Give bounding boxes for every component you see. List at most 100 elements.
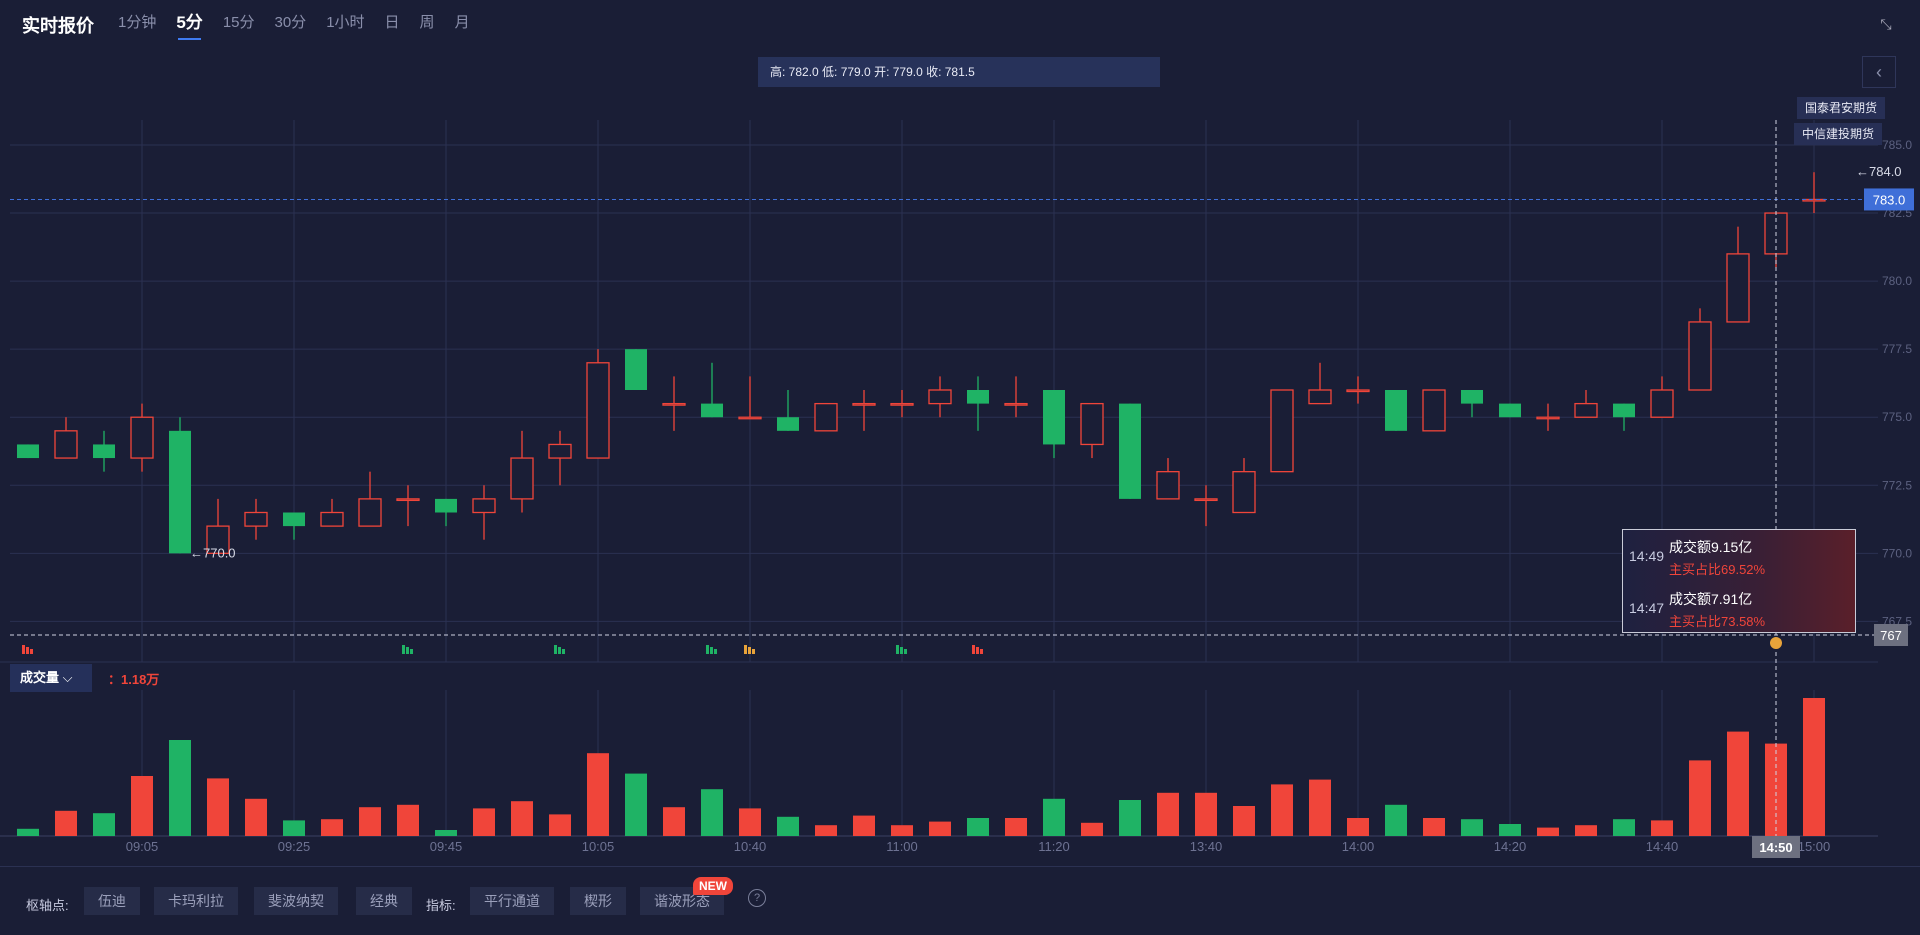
pivot-classic-button[interactable]: 经典 <box>356 887 412 915</box>
candle-body <box>548 443 572 459</box>
volume-bar <box>929 821 951 836</box>
pivot-fibonacci-button[interactable]: 斐波纳契 <box>254 887 338 915</box>
volume-bar <box>1119 800 1141 836</box>
volume-bar <box>283 820 305 836</box>
candle-body <box>1536 416 1560 420</box>
signal-marker-icon <box>410 649 413 654</box>
candle-body <box>928 389 952 405</box>
candle-body <box>169 430 191 554</box>
volume-bar <box>1195 792 1217 836</box>
candle-body <box>777 417 799 431</box>
candle-body <box>701 403 723 418</box>
bottom-toolbar: 枢轴点: 伍迪 卡玛利拉 斐波纳契 经典 指标: 平行通道 楔形 谐波形态 NE… <box>0 866 1920 935</box>
candle-body <box>1650 389 1674 418</box>
candle-body <box>1574 402 1598 418</box>
tab-period[interactable]: 1分钟 <box>118 14 157 31</box>
x-tick-label: 09:45 <box>430 839 463 854</box>
candle-body <box>967 390 989 404</box>
signal-marker-icon <box>744 645 747 654</box>
volume-bar <box>207 778 229 836</box>
volume-bar <box>815 825 837 836</box>
pivot-camarilla-button[interactable]: 卡玛利拉 <box>154 887 238 915</box>
tab-period[interactable]: 1小时 <box>326 14 365 31</box>
volume-bar <box>1537 827 1559 836</box>
candle-body <box>472 498 496 514</box>
volume-bar <box>1461 819 1483 836</box>
signal-marker-icon <box>976 647 979 654</box>
chevron-down-icon: ⌵ <box>62 670 73 685</box>
volume-bar <box>93 813 115 836</box>
broker-tag-guotai[interactable]: 国泰君安期货 <box>1797 97 1886 119</box>
tooltip-time: 14:49 <box>1629 548 1665 564</box>
volume-bar <box>1727 731 1749 836</box>
candle-body <box>852 402 876 406</box>
tab-period[interactable]: 30分 <box>274 14 307 31</box>
candle-body <box>1613 403 1635 418</box>
volume-bar <box>131 776 153 836</box>
y-tick-label: 777.5 <box>1882 342 1912 356</box>
signal-marker-icon <box>714 649 717 654</box>
volume-bar <box>473 808 495 836</box>
tooltip-buy-ratio: 主买占比73.58% <box>1669 614 1766 629</box>
tab-period[interactable]: 5分 <box>176 13 203 40</box>
chevron-left-icon[interactable]: ‹ <box>1862 56 1896 88</box>
crosshair-time-badge <box>1752 836 1800 858</box>
signal-marker-icon <box>26 647 29 654</box>
x-tick-label: 13:40 <box>1190 839 1223 854</box>
candle-body <box>1726 253 1750 323</box>
candle-body <box>435 498 457 513</box>
signal-marker-icon <box>554 645 557 654</box>
candle-body <box>358 498 382 527</box>
candle-body <box>1270 389 1294 473</box>
signal-marker-icon <box>710 647 713 654</box>
tab-period[interactable]: 15分 <box>222 14 255 31</box>
wedge-button[interactable]: 楔形 <box>570 887 626 915</box>
volume-bar <box>359 807 381 836</box>
signal-marker-icon <box>972 645 975 654</box>
volume-bar <box>549 814 571 836</box>
parallel-channel-button[interactable]: 平行通道 <box>470 887 554 915</box>
pivot-label: 枢轴点: <box>26 898 69 913</box>
volume-bar <box>587 753 609 836</box>
candle-body <box>244 511 268 527</box>
candle-body <box>1232 471 1256 514</box>
volume-indicator-select[interactable]: 成交量 ⌵ <box>10 664 92 692</box>
x-tick-label: 11:00 <box>886 839 918 854</box>
volume-bar <box>55 810 77 836</box>
y-tick-label: 770.0 <box>1882 546 1912 560</box>
tab-period[interactable]: 日 <box>384 14 400 31</box>
candle-body <box>93 444 115 459</box>
volume-bar <box>1309 779 1331 836</box>
y-tick-label: 772.5 <box>1882 478 1912 492</box>
candle-body <box>510 457 534 500</box>
signal-marker-icon <box>748 647 751 654</box>
candle-body <box>1308 389 1332 405</box>
candle-body <box>17 444 39 459</box>
help-icon[interactable]: ? <box>748 889 766 907</box>
volume-bar <box>1423 818 1445 836</box>
signal-marker-icon <box>752 649 755 654</box>
candle-body <box>1043 390 1065 445</box>
candle-body <box>1004 402 1028 406</box>
candle-body <box>54 430 78 459</box>
tab-period[interactable]: 月 <box>454 14 470 31</box>
indicator-label: 指标: <box>426 898 456 913</box>
candle-body <box>738 416 762 420</box>
price-chart[interactable]: 785.0782.5780.0777.5775.0772.5770.0767.5… <box>0 0 1920 866</box>
volume-bar <box>739 808 761 836</box>
tab-period[interactable]: 周 <box>419 14 435 31</box>
volume-bar <box>1157 792 1179 836</box>
candle-body <box>130 416 154 459</box>
pivot-woodie-button[interactable]: 伍迪 <box>84 887 140 915</box>
current-price-badge <box>1864 188 1914 211</box>
volume-bar <box>1575 825 1597 836</box>
broker-tag-zhongxin[interactable]: 中信建投期货 <box>1794 123 1883 145</box>
candle-body <box>1346 389 1370 393</box>
ohlc-bar: 高: 782.0 低: 779.0 开: 779.0 收: 781.5 <box>758 57 1160 87</box>
tooltip-amount: 成交额7.91亿 <box>1669 591 1753 607</box>
volume-bar <box>777 816 799 836</box>
collapse-icon[interactable]: ⤡ <box>1880 16 1892 32</box>
candle-body <box>1156 471 1180 500</box>
candle-body <box>1802 198 1826 202</box>
candle-body <box>625 349 647 390</box>
